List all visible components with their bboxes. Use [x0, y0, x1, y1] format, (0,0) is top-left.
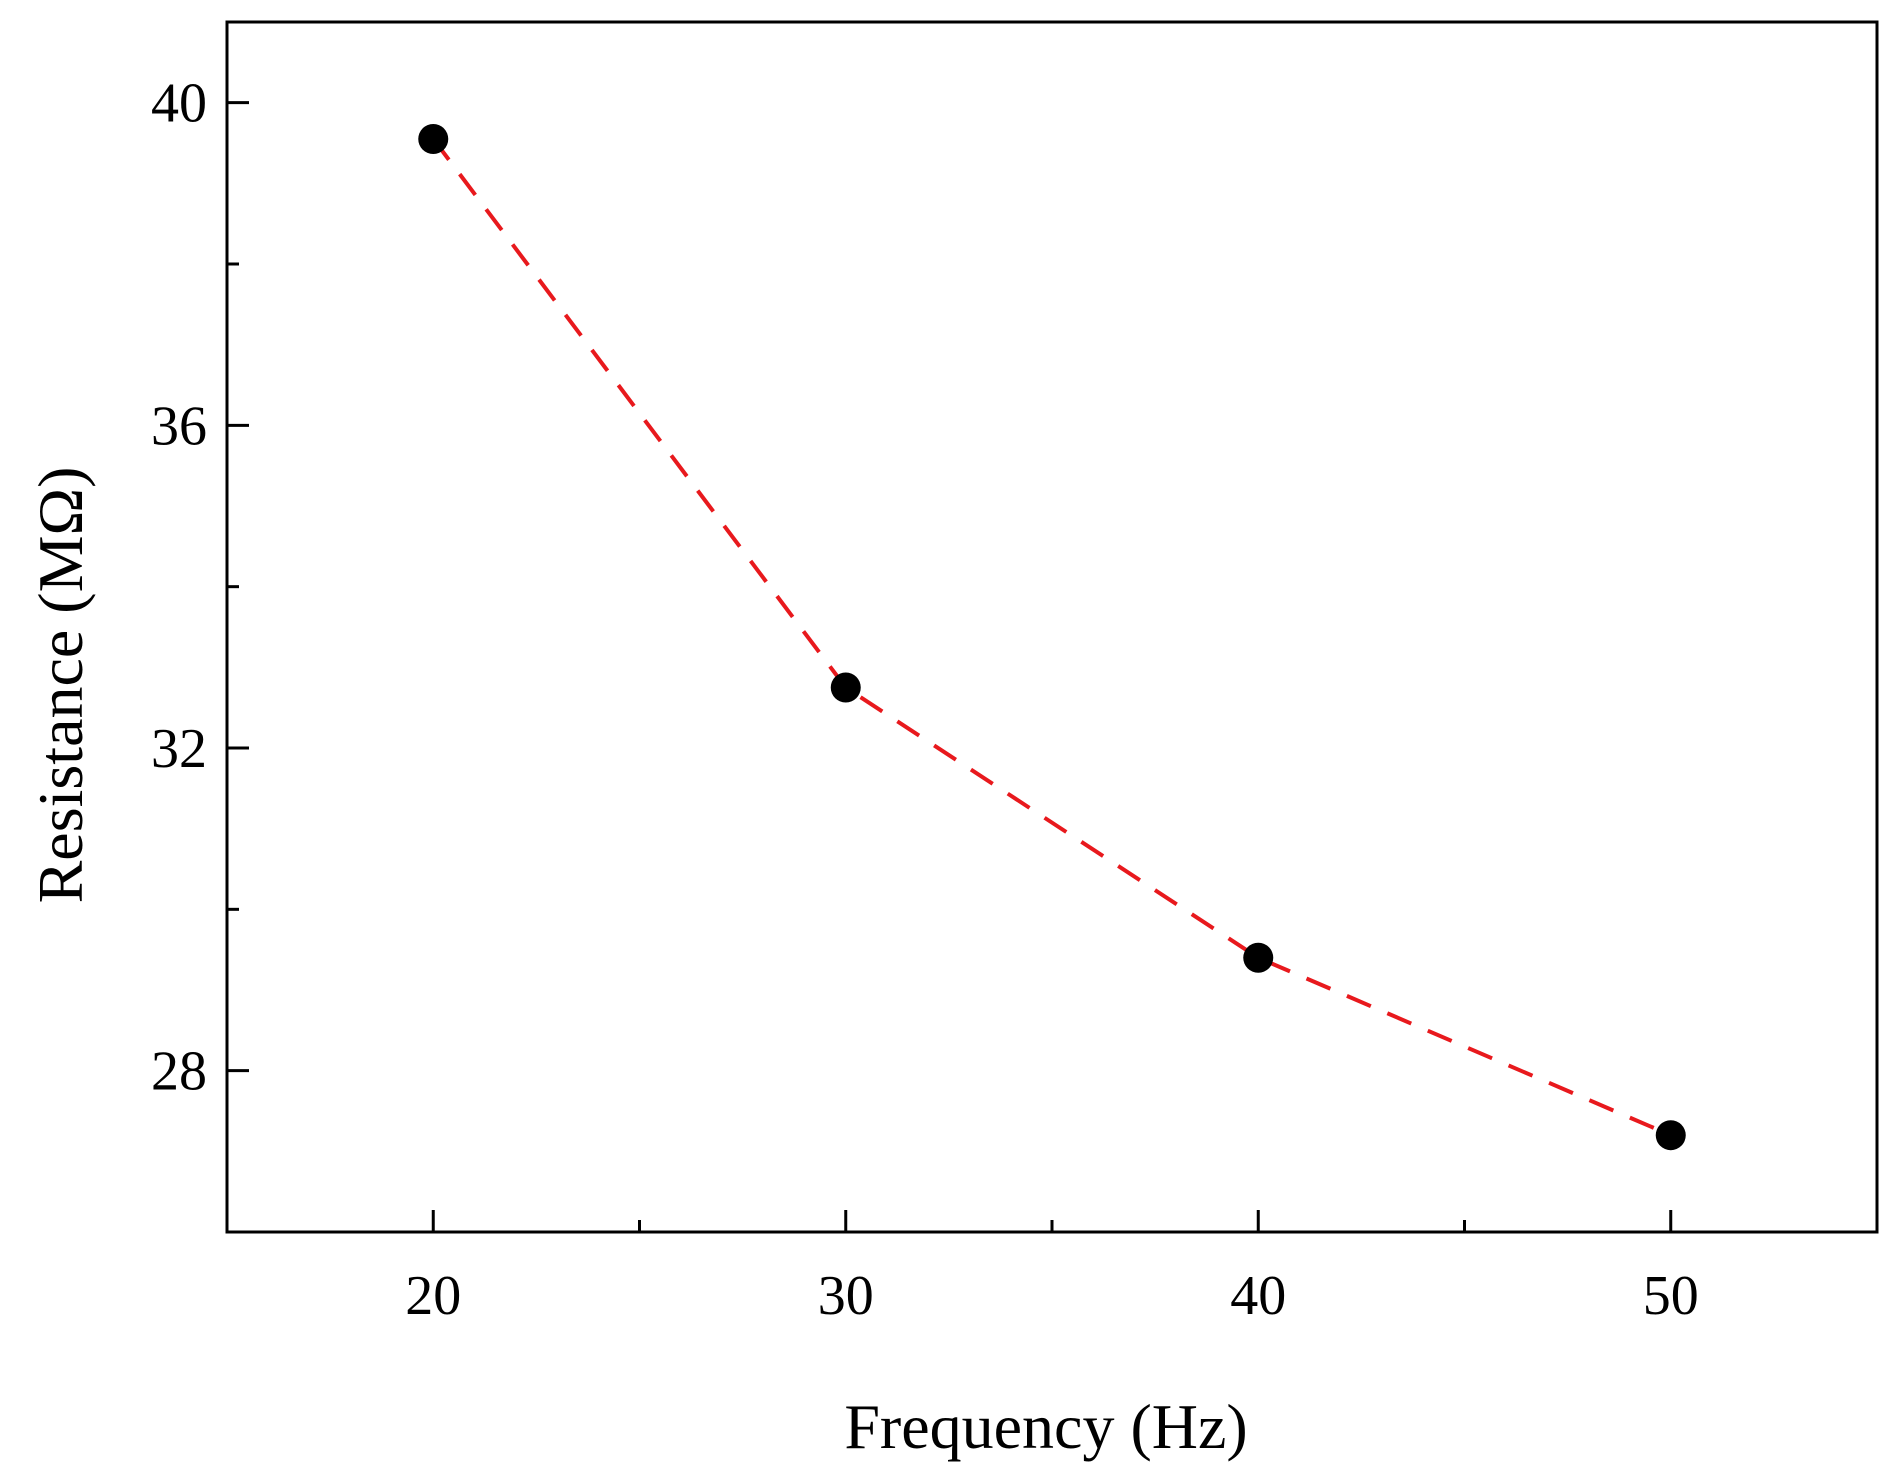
- y-tick-label-36: 36: [151, 395, 207, 457]
- x-tick-label-50: 50: [1643, 1265, 1699, 1327]
- data-point-40: [1243, 942, 1274, 973]
- x-tick-label-20: 20: [405, 1265, 461, 1327]
- axes-layer: [225, 20, 1879, 1234]
- labels-layer: Frequency (Hz) Resistance (MΩ) 20 30 40 50 2…: [25, 73, 1699, 1462]
- x-tick-label-40: 40: [1230, 1265, 1286, 1327]
- data-point-30: [830, 672, 861, 703]
- data-point-50: [1655, 1120, 1686, 1151]
- y-axis-title: Resistance (MΩ): [25, 467, 96, 904]
- x-axis-title: Frequency (Hz): [844, 1391, 1247, 1462]
- y-tick-label-32: 32: [151, 718, 207, 780]
- plot-frame: [225, 20, 1879, 1234]
- y-tick-label-28: 28: [151, 1041, 207, 1103]
- series-line-0: [431, 137, 1672, 1138]
- y-tick-label-40: 40: [151, 73, 207, 135]
- series-layer: [418, 123, 1686, 1151]
- x-tick-label-30: 30: [818, 1265, 874, 1327]
- data-point-20: [418, 123, 449, 154]
